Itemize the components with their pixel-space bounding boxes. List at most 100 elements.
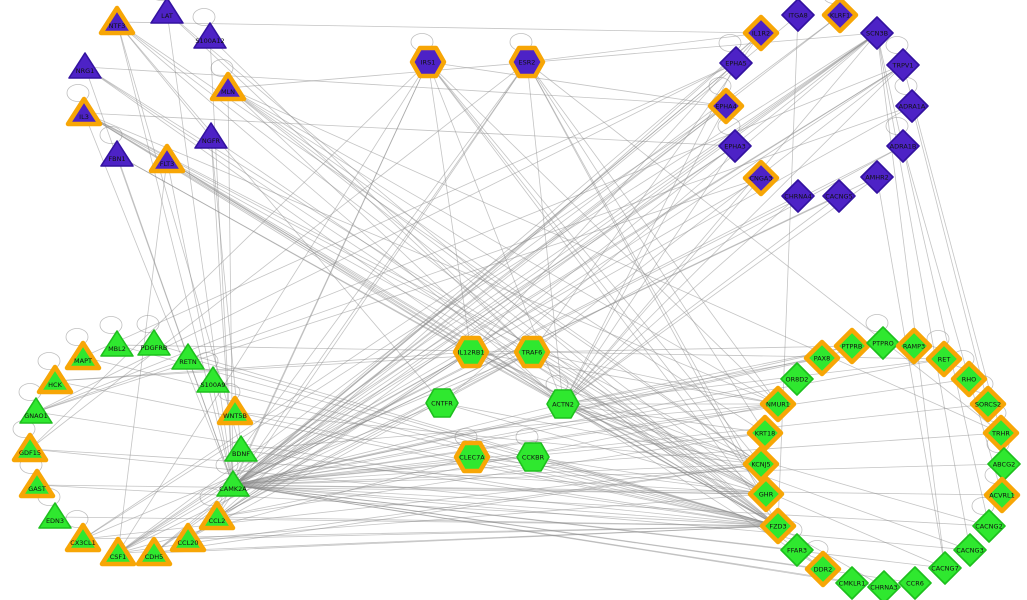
node-ITGA8[interactable]: ITGA8 [781,0,815,32]
node-RAMP3[interactable]: RAMP3 [895,327,933,365]
edge [36,484,767,495]
edge [232,32,762,486]
edge [82,62,737,358]
edge [562,176,878,405]
node-IL3[interactable]: IL3 [65,96,103,127]
edge [562,403,762,465]
node-WNT5B[interactable]: WNT5B [216,395,254,426]
node-MAPT[interactable]: MAPT [64,340,102,371]
node-IRS1[interactable]: IRS1 [409,45,447,79]
edge [234,411,762,465]
edge [117,351,472,554]
node-GNAO1[interactable]: GNAO1 [19,397,53,424]
node-IL12RB1[interactable]: IL12RB1 [452,335,490,369]
diamond-node-shape [982,414,1020,452]
node-IL1R2[interactable]: IL1R2 [742,14,780,52]
node-KLRF1[interactable]: KLRF1 [821,0,859,34]
triangle-node-shape [18,468,56,499]
self-loop [210,59,234,77]
edge [232,484,779,527]
node-CMKLR1[interactable]: CMKLR1 [835,566,869,600]
edge [84,66,727,107]
edge [216,32,762,518]
triangle-node-shape [150,0,184,24]
node-TRAF6[interactable]: TRAF6 [513,335,551,369]
node-LAT[interactable]: LAT [150,0,184,24]
node-SCN3B[interactable]: SCN3B [860,16,894,50]
node-TRHR[interactable]: TRHR [982,414,1020,452]
edge [441,402,762,465]
node-CCKBR[interactable]: CCKBR [516,442,550,472]
node-ESR2[interactable]: ESR2 [508,45,546,79]
edge [29,61,429,450]
node-CNTFR[interactable]: CNTFR [425,388,459,418]
edge [232,403,989,486]
edge [84,66,779,527]
diamond-node-shape [742,14,780,52]
node-CACNG3[interactable]: CACNG3 [953,533,987,567]
edge [232,402,443,486]
edge [234,411,779,527]
triangle-node-shape [64,522,102,553]
node-S100A12[interactable]: S100A12 [193,22,227,49]
node-ACTN2[interactable]: ACTN2 [546,389,580,419]
self-loop [99,126,123,144]
node-ABCG2[interactable]: ABCG2 [987,447,1021,481]
edge [232,484,971,551]
hexagon-node-shape [546,389,580,419]
triangle-node-shape [11,432,49,463]
node-CLEC7A[interactable]: CLEC7A [453,440,491,474]
node-NTF3[interactable]: NTF3 [98,5,136,36]
node-GDF15[interactable]: GDF15 [11,432,49,463]
edge [82,525,779,540]
node-ACVRL1[interactable]: ACVRL1 [983,476,1021,514]
node-EDN3[interactable]: EDN3 [38,502,72,529]
node-NGFR[interactable]: NGFR [194,122,228,149]
node-CNGA3[interactable]: CNGA3 [742,159,780,197]
diamond-node-shape [822,179,856,213]
node-MBL2[interactable]: MBL2 [100,330,134,357]
node-CCR6[interactable]: CCR6 [898,566,932,600]
diamond-node-shape [898,566,932,600]
node-CACNG5[interactable]: CACNG5 [822,179,856,213]
node-CACNG7[interactable]: CACNG7 [928,551,962,585]
edge [562,32,878,405]
node-MLN[interactable]: MLN [209,71,247,102]
edge [83,112,762,465]
node-RET[interactable]: RET [925,340,963,378]
edge [232,463,1005,486]
node-CHRNA3[interactable]: CHRNA3 [867,570,901,600]
node-CACNG2[interactable]: CACNG2 [972,509,1006,543]
edge [116,21,762,34]
edge [166,159,472,353]
hexagon-node-shape [452,335,490,369]
node-SORCS2[interactable]: SORCS2 [969,385,1007,423]
self-loop [136,315,160,333]
node-FFAR3[interactable]: FFAR3 [780,533,814,567]
node-CHRNA4[interactable]: CHRNA4 [781,179,815,213]
node-GAST[interactable]: GAST [18,468,56,499]
node-HCK[interactable]: HCK [36,364,74,395]
node-FLT3[interactable]: FLT3 [148,143,186,174]
edge [562,403,766,434]
node-EPHA3[interactable]: EPHA3 [718,129,752,163]
node-KCNJ5[interactable]: KCNJ5 [742,445,780,483]
node-KRT18[interactable]: KRT18 [746,414,784,452]
node-NRG1[interactable]: NRG1 [68,52,102,79]
self-loop [885,117,909,135]
node-ADRA1B[interactable]: ADRA1B [886,129,920,163]
node-ADRA1A[interactable]: ADRA1A [895,89,929,123]
edge [232,432,1002,486]
edge [876,32,946,569]
edge [227,87,234,486]
node-PDGFRB[interactable]: PDGFRB [137,329,171,356]
edge [187,493,767,540]
node-FBN1[interactable]: FBN1 [100,140,134,167]
node-OR8D2[interactable]: OR8D2 [780,362,814,396]
node-RETN[interactable]: RETN [171,343,205,370]
edge [526,61,779,527]
edge [153,32,878,554]
edge [427,61,472,353]
